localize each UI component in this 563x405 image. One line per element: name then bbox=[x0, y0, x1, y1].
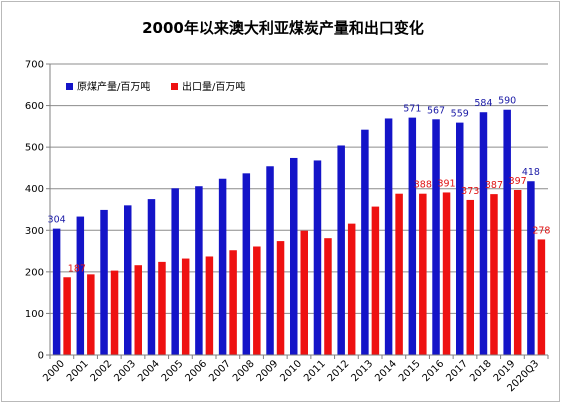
bars bbox=[52, 109, 546, 356]
bar-export bbox=[371, 206, 380, 355]
data-label-production: 567 bbox=[427, 105, 445, 116]
bar-production bbox=[171, 188, 179, 355]
y-tick-label: 600 bbox=[25, 101, 44, 112]
bar-export bbox=[442, 192, 451, 355]
data-label-export: 388 bbox=[414, 180, 432, 191]
bar-production bbox=[432, 119, 440, 355]
x-tick-label: 2007 bbox=[207, 358, 233, 384]
x-tick-label: 2006 bbox=[183, 358, 209, 384]
bar-production bbox=[242, 173, 251, 355]
x-tick-label: 2010 bbox=[278, 358, 304, 384]
bar-production bbox=[76, 216, 85, 355]
bar-export bbox=[229, 250, 237, 355]
data-label-production: 304 bbox=[48, 215, 66, 226]
bar-export bbox=[181, 258, 190, 355]
bar-export bbox=[300, 230, 308, 355]
y-tick-label: 100 bbox=[25, 309, 44, 320]
data-label-export: 391 bbox=[437, 178, 455, 189]
y-tick-label: 200 bbox=[25, 267, 44, 278]
y-tick-label: 0 bbox=[38, 351, 44, 362]
x-tick-label: 2013 bbox=[349, 358, 375, 384]
data-label-production: 571 bbox=[403, 104, 421, 115]
bar-production bbox=[147, 199, 156, 355]
y-tick-label: 400 bbox=[25, 184, 44, 195]
data-label-export: 397 bbox=[509, 176, 527, 187]
x-tick-label: 2000 bbox=[41, 358, 67, 384]
x-tick-label: 2014 bbox=[373, 358, 399, 384]
data-label-production: 584 bbox=[474, 98, 492, 109]
data-label-export: 187 bbox=[68, 263, 86, 274]
bar-export bbox=[205, 256, 214, 355]
bar-production bbox=[361, 129, 369, 355]
bar-export bbox=[513, 189, 522, 355]
data-label-production: 418 bbox=[522, 167, 540, 178]
y-axis: 0 100 200 300 400 500 600 700 bbox=[25, 60, 51, 362]
bar-production bbox=[527, 181, 535, 355]
bar-export bbox=[324, 238, 332, 355]
x-tick-label: 2016 bbox=[421, 358, 447, 384]
x-tick-label: 2005 bbox=[160, 358, 186, 384]
bar-export bbox=[347, 223, 356, 355]
x-tick-label: 2011 bbox=[302, 358, 328, 384]
bar-production bbox=[384, 118, 393, 355]
x-tick-label: 2012 bbox=[326, 358, 352, 384]
legend-swatch bbox=[171, 83, 178, 90]
bar-export bbox=[419, 193, 427, 355]
bar-export bbox=[537, 239, 546, 355]
bar-production bbox=[456, 122, 464, 355]
legend: 原煤产量/百万吨 出口量/百万吨 bbox=[66, 80, 245, 93]
data-label-export: 373 bbox=[461, 186, 479, 197]
bar-export bbox=[134, 265, 142, 355]
bar-production bbox=[100, 209, 108, 355]
x-tick-label: 2017 bbox=[444, 358, 470, 384]
data-label-export: 387 bbox=[485, 180, 503, 191]
x-tick-label: 2008 bbox=[231, 358, 257, 384]
x-tick-label: 2001 bbox=[65, 358, 91, 384]
x-tick-label: 2015 bbox=[397, 358, 423, 384]
x-tick-label: 2004 bbox=[136, 358, 162, 384]
y-tick-label: 500 bbox=[25, 143, 44, 154]
bar-production bbox=[266, 166, 274, 355]
bar-production bbox=[408, 117, 417, 356]
bar-export bbox=[276, 241, 285, 355]
bar-export bbox=[490, 194, 498, 355]
data-label-production: 590 bbox=[498, 96, 516, 107]
bar-production bbox=[503, 109, 511, 355]
bar-production bbox=[313, 160, 322, 355]
bar-production bbox=[124, 205, 132, 355]
data-label-production: 559 bbox=[451, 109, 469, 120]
x-tick-label: 2002 bbox=[89, 358, 115, 384]
bar-export bbox=[63, 277, 71, 355]
chart-title: 2000年以来澳大利亚煤炭产量和出口变化 bbox=[142, 19, 424, 37]
legend-swatch bbox=[66, 83, 73, 90]
bar-production bbox=[337, 145, 345, 355]
bar-export bbox=[110, 270, 119, 355]
y-tick-label: 700 bbox=[25, 60, 44, 71]
bar-production bbox=[218, 178, 227, 355]
legend-label: 原煤产量/百万吨 bbox=[77, 80, 150, 93]
bar-production bbox=[195, 186, 203, 355]
legend-label: 出口量/百万吨 bbox=[182, 80, 245, 93]
x-tick-label: 2009 bbox=[255, 358, 281, 384]
x-axis: 2000200120022003200420052006200720082009… bbox=[41, 354, 549, 394]
bar-export bbox=[253, 246, 261, 355]
bar-export bbox=[466, 199, 474, 355]
x-tick-label: 2018 bbox=[468, 358, 494, 384]
bar-export bbox=[87, 274, 95, 355]
bar-production bbox=[52, 228, 61, 355]
bar-production bbox=[479, 112, 488, 355]
x-tick-label: 2003 bbox=[112, 358, 138, 384]
bar-export bbox=[158, 261, 166, 355]
bar-export bbox=[395, 193, 403, 355]
data-label-export: 278 bbox=[532, 225, 550, 236]
y-tick-label: 300 bbox=[25, 226, 44, 237]
bar-production bbox=[290, 157, 298, 355]
